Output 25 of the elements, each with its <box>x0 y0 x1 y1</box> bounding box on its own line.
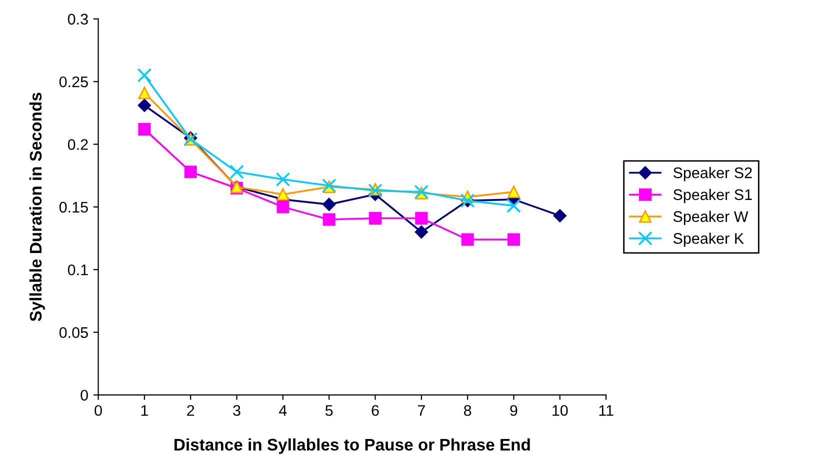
x-tick-label: 7 <box>418 405 425 416</box>
y-tick-label: 0.05 <box>59 327 88 338</box>
x-tick-label: 8 <box>464 405 472 416</box>
x-tick-label: 4 <box>279 405 287 416</box>
y-tick-label: 0.1 <box>68 264 88 276</box>
x-tick-label: 6 <box>372 405 379 416</box>
x-tick-label: 2 <box>187 405 194 416</box>
legend-label: Speaker S1 <box>673 188 752 204</box>
legend-label: Speaker S2 <box>673 166 752 182</box>
x-axis-title: Distance in Syllables to Pause or Phrase End <box>174 438 530 454</box>
x-tick-label: 5 <box>325 405 333 416</box>
legend-label: Speaker K <box>673 232 744 247</box>
x-tick-label: 9 <box>510 405 518 416</box>
y-axis-title: Syllable Duration in Seconds <box>29 92 45 322</box>
y-tick-label: 0 <box>80 390 88 401</box>
x-tick-label: 0 <box>94 405 102 416</box>
x-tick-label: 1 <box>141 405 148 416</box>
y-tick-label: 0.25 <box>59 76 88 88</box>
x-tick-label: 10 <box>552 405 568 416</box>
y-tick-label: 0.3 <box>68 14 88 25</box>
y-tick-label: 0.2 <box>68 139 88 150</box>
x-tick-label: 3 <box>233 405 240 416</box>
y-tick-label: 0.15 <box>59 202 88 213</box>
x-tick-label: 11 <box>599 405 614 416</box>
legend-label: Speaker W <box>673 210 748 225</box>
